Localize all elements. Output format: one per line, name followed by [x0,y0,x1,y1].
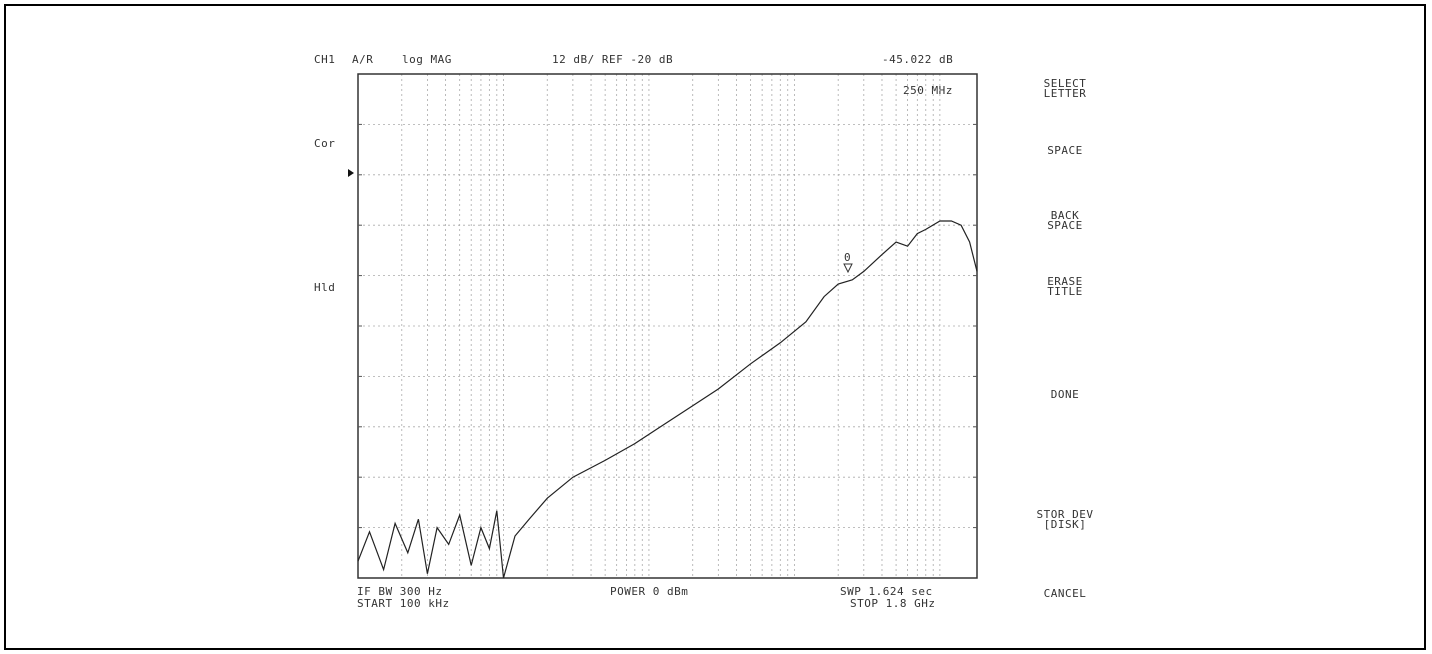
marker-number: 0 [844,251,851,264]
hold-indicator: Hld [314,281,336,294]
softkey-line2: LETTER [1043,87,1087,100]
marker-value-readout: -45.022 dB [882,53,954,66]
softkey-line1: ERASE [1047,275,1083,288]
measurement-label: A/R [352,53,374,66]
format-label: log MAG [402,53,452,66]
softkey-cancel[interactable]: CANCEL [990,587,1140,600]
softkey-line2: TITLE [1047,285,1083,298]
softkey-space[interactable]: SPACE [990,144,1140,157]
softkey-line2: SPACE [1047,219,1083,232]
softkey-line2: [DISK] [1043,518,1087,531]
outer-frame [4,4,1426,650]
scale-label: 12 dB/ REF -20 dB [552,53,674,66]
softkey-back-space[interactable]: BACK SPACE [990,209,1140,232]
start-frequency-label: START 100 kHz [357,597,450,610]
softkey-line1: DONE [1050,388,1080,401]
marker-frequency-readout: 250 MHz [903,84,953,97]
sweep-time-label: SWP 1.624 sec [840,585,933,598]
graticule-grid [358,74,977,578]
marker-symbol: 0 [843,251,853,274]
softkey-line1: SPACE [1047,144,1083,157]
softkey-line1: CANCEL [1043,587,1087,600]
softkey-line1: BACK [1050,209,1080,222]
reference-position-arrow-icon [348,169,354,177]
power-label: POWER 0 dBm [610,585,689,598]
softkey-done[interactable]: DONE [990,388,1140,401]
softkey-erase-title[interactable]: ERASE TITLE [990,275,1140,298]
softkey-line1: SELECT [1043,77,1087,90]
measurement-trace [357,220,978,579]
channel-label: CH1 [314,53,336,66]
marker-triangle-icon [843,263,853,274]
if-bandwidth-label: IF BW 300 Hz [357,585,443,598]
correction-indicator: Cor [314,137,336,150]
softkey-storage-device[interactable]: STOR DEV [DISK] [990,508,1140,531]
softkey-select-letter[interactable]: SELECT LETTER [990,77,1140,100]
softkey-line1: STOR DEV [1036,508,1094,521]
stop-frequency-label: STOP 1.8 GHz [850,597,936,610]
tick-marks [358,123,977,529]
